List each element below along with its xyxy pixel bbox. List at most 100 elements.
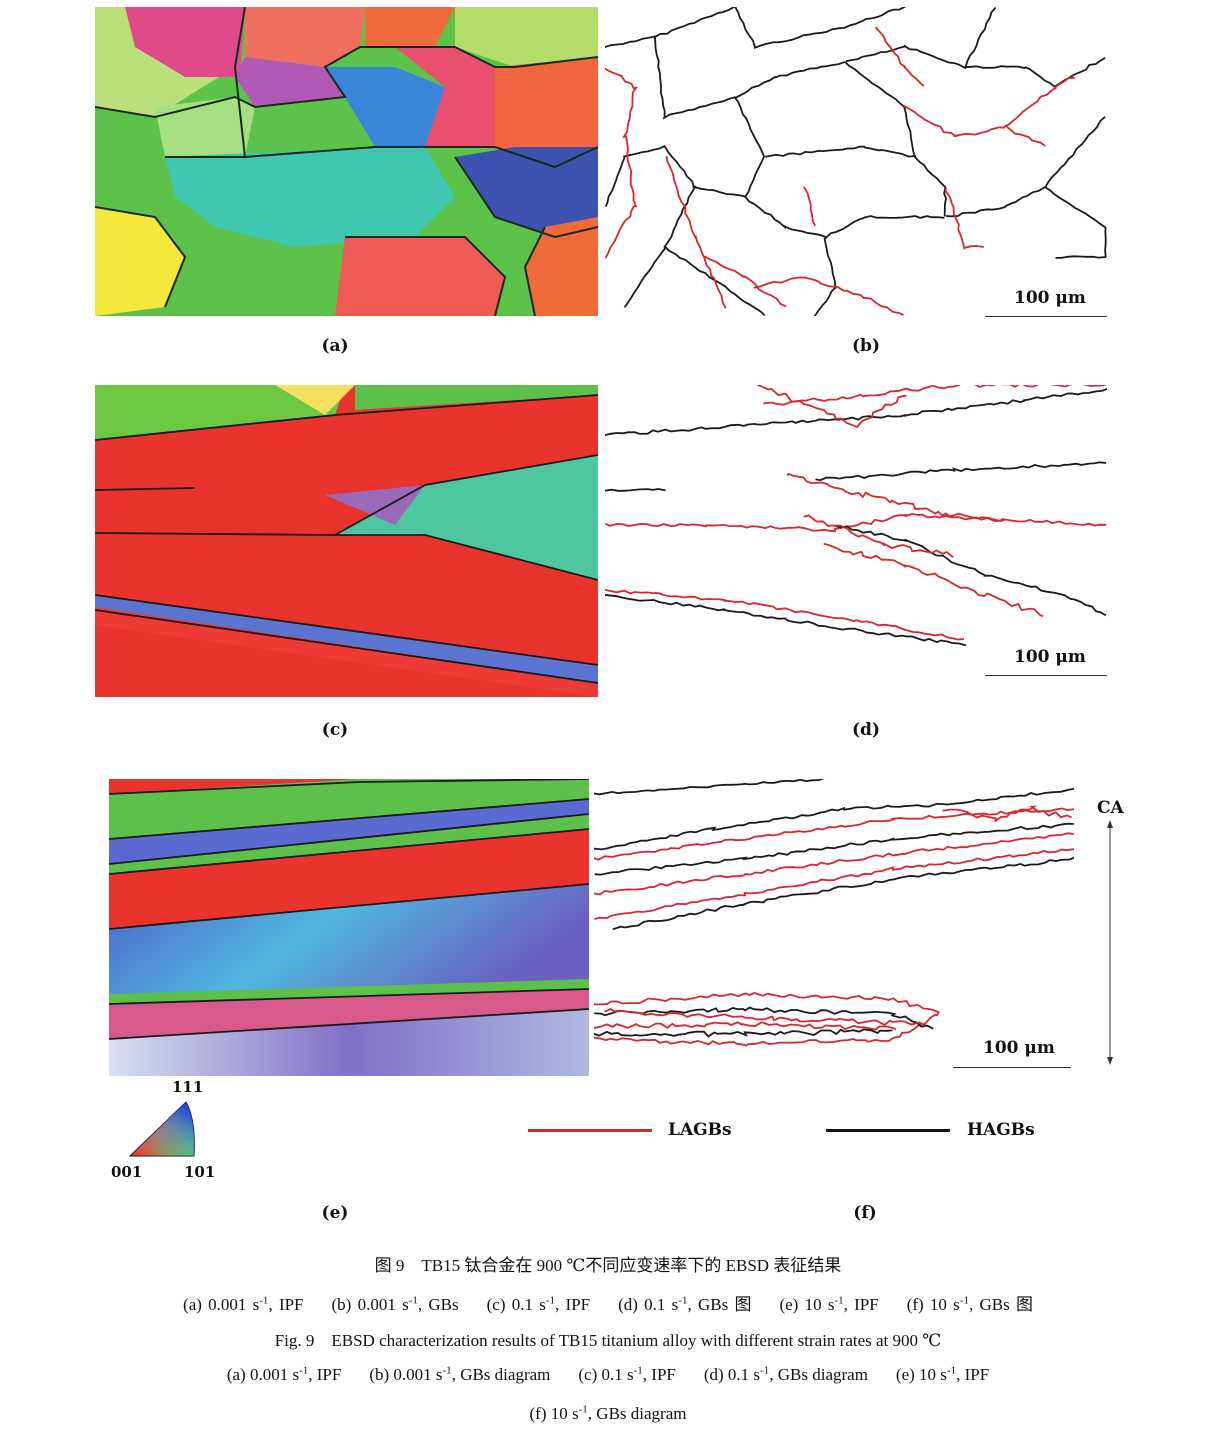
lagb-line: [665, 156, 727, 309]
caption-item-text: -1: [633, 1364, 643, 1376]
hagb-legend-label: HAGBs: [967, 1120, 1035, 1140]
scale-bar-b: [985, 316, 1107, 317]
hagb-line: [945, 116, 1106, 218]
scale-bar-label-d: 100 μm: [1014, 647, 1086, 667]
hagb-line: [594, 779, 825, 796]
caption-item-text: -1: [946, 1364, 957, 1376]
lagb-line: [1004, 77, 1075, 128]
ipf-map-c: [95, 385, 598, 697]
gb-map-d: [605, 385, 1107, 647]
hagb-line: [965, 57, 1106, 90]
panel-label-e: (e): [321, 1203, 349, 1223]
caption-item-text: , IPF: [956, 1364, 990, 1384]
hagb-line: [605, 144, 695, 208]
caption-item-text: -1: [959, 1294, 969, 1307]
hagb-line: [594, 1006, 934, 1030]
hagb-line: [744, 195, 945, 240]
ipf-map-a: [95, 7, 598, 316]
hagb-line: [663, 245, 766, 316]
caption-item-text: , GBs diagram: [451, 1364, 551, 1384]
caption-item-text: , IPF: [555, 1295, 591, 1314]
hagb-line: [834, 525, 1107, 617]
caption-item-text: -1: [678, 1294, 688, 1307]
hagb-line: [845, 7, 997, 70]
caption-item-text: (a) 0.001 s: [226, 1364, 300, 1384]
lagb-line: [594, 832, 1074, 896]
caption-item-text: -1: [834, 1294, 844, 1307]
caption-item-text: -1: [299, 1364, 309, 1376]
caption-item: (c) 0.1 s-1, IPF: [578, 1364, 676, 1384]
hagb-line: [605, 7, 736, 48]
caption-item-text: -1: [408, 1294, 418, 1307]
caption-item-text: , IPF: [308, 1364, 342, 1384]
hagb-line: [734, 7, 907, 49]
hagb-line: [844, 61, 916, 157]
caption-item-text: (b) 0.001 s: [369, 1364, 443, 1384]
lagb-line: [594, 1021, 897, 1031]
caption-item-text: , GBs 图: [687, 1295, 752, 1314]
lagb-line: [903, 104, 1046, 147]
caption-item: (a) 0.001 s-1, IPF: [183, 1294, 304, 1314]
hagb-legend-line: [826, 1129, 950, 1132]
lagb-line: [594, 992, 940, 1047]
lagb-line: [874, 26, 925, 87]
caption-item: (e) 10 s-1, IPF: [895, 1364, 990, 1384]
hagb-line: [605, 488, 666, 492]
caption-item-text: (b) 0.001 s: [331, 1295, 409, 1314]
hagb-line: [612, 856, 1074, 931]
hagb-line: [594, 822, 1074, 876]
hagb-line: [813, 237, 837, 316]
hagb-line: [605, 387, 1107, 436]
lagb-line: [803, 186, 817, 227]
ipf-map-e: [109, 779, 589, 1076]
caption-item-text: (e) 10 s: [895, 1364, 947, 1384]
panel-label-d: (d): [852, 720, 880, 740]
caption-item-text: -1: [545, 1294, 556, 1307]
caption-item-text: (e) 10 s: [779, 1295, 835, 1314]
lagb-line: [604, 1007, 924, 1026]
lagb-line: [605, 588, 965, 641]
caption-item-text: -1: [578, 1403, 588, 1415]
caption-item-text: , IPF: [642, 1364, 676, 1384]
panel-label-f: (f): [853, 1203, 877, 1223]
caption-item-text: , IPF: [843, 1295, 879, 1314]
panel-label-b: (b): [852, 336, 880, 356]
lagb-line: [594, 848, 1074, 920]
caption-item-text: -1: [442, 1364, 452, 1376]
caption-cn-items: (a) 0.001 s-1, IPF (b) 0.001 s-1, GBs (c) …: [0, 1290, 1216, 1315]
caption-item-text: , IPF: [268, 1295, 304, 1314]
lagb-line: [942, 805, 1072, 823]
caption-item: (c) 0.1 s-1, IPF: [487, 1294, 591, 1314]
ipf-legend-001: 001: [111, 1163, 143, 1181]
caption-item-text: , GBs diagram: [587, 1403, 687, 1423]
compression-axis-arrow-icon: [1107, 820, 1113, 1065]
caption-cn-title: 图 9 TB15 钛合金在 900 ℃不同应变速率下的 EBSD 表征结果: [374, 1256, 842, 1275]
hagb-line: [815, 461, 1107, 482]
caption-item: (d) 0.1 s-1, GBs 图: [618, 1294, 752, 1314]
scale-bar-d: [985, 675, 1107, 676]
caption-item-text: -1: [259, 1294, 269, 1307]
caption-item-text: (d) 0.1 s: [703, 1364, 761, 1384]
caption-item-text: -1: [760, 1364, 770, 1376]
hagb-line: [1045, 186, 1107, 259]
lagb-line: [786, 472, 1005, 523]
ipf-legend-101: 101: [184, 1163, 216, 1181]
hagb-line: [765, 145, 947, 217]
ipf-triangle-legend-icon: [128, 1101, 195, 1157]
compression-axis-label: CA: [1097, 798, 1124, 818]
caption-item-text: (c) 0.1 s: [578, 1364, 634, 1384]
caption-item: (a) 0.001 s-1, IPF: [226, 1364, 342, 1384]
caption-en-title: Fig. 9 EBSD characterization results of …: [274, 1331, 942, 1350]
ipf-legend-111: 111: [172, 1078, 204, 1096]
lagb-line: [803, 514, 954, 558]
caption-item: (d) 0.1 s-1, GBs diagram: [703, 1364, 868, 1384]
caption-item: (f) 10 s-1, GBs 图: [907, 1294, 1033, 1314]
lagb-line: [756, 385, 907, 429]
hagb-line: [594, 787, 1074, 851]
lagb-line: [605, 512, 1107, 533]
lagb-legend-label: LAGBs: [668, 1120, 732, 1140]
hagb-line: [654, 36, 846, 120]
caption-item-text: , GBs: [417, 1295, 459, 1314]
caption-item: (f) 10 s-1, GBs diagram: [530, 1403, 687, 1423]
